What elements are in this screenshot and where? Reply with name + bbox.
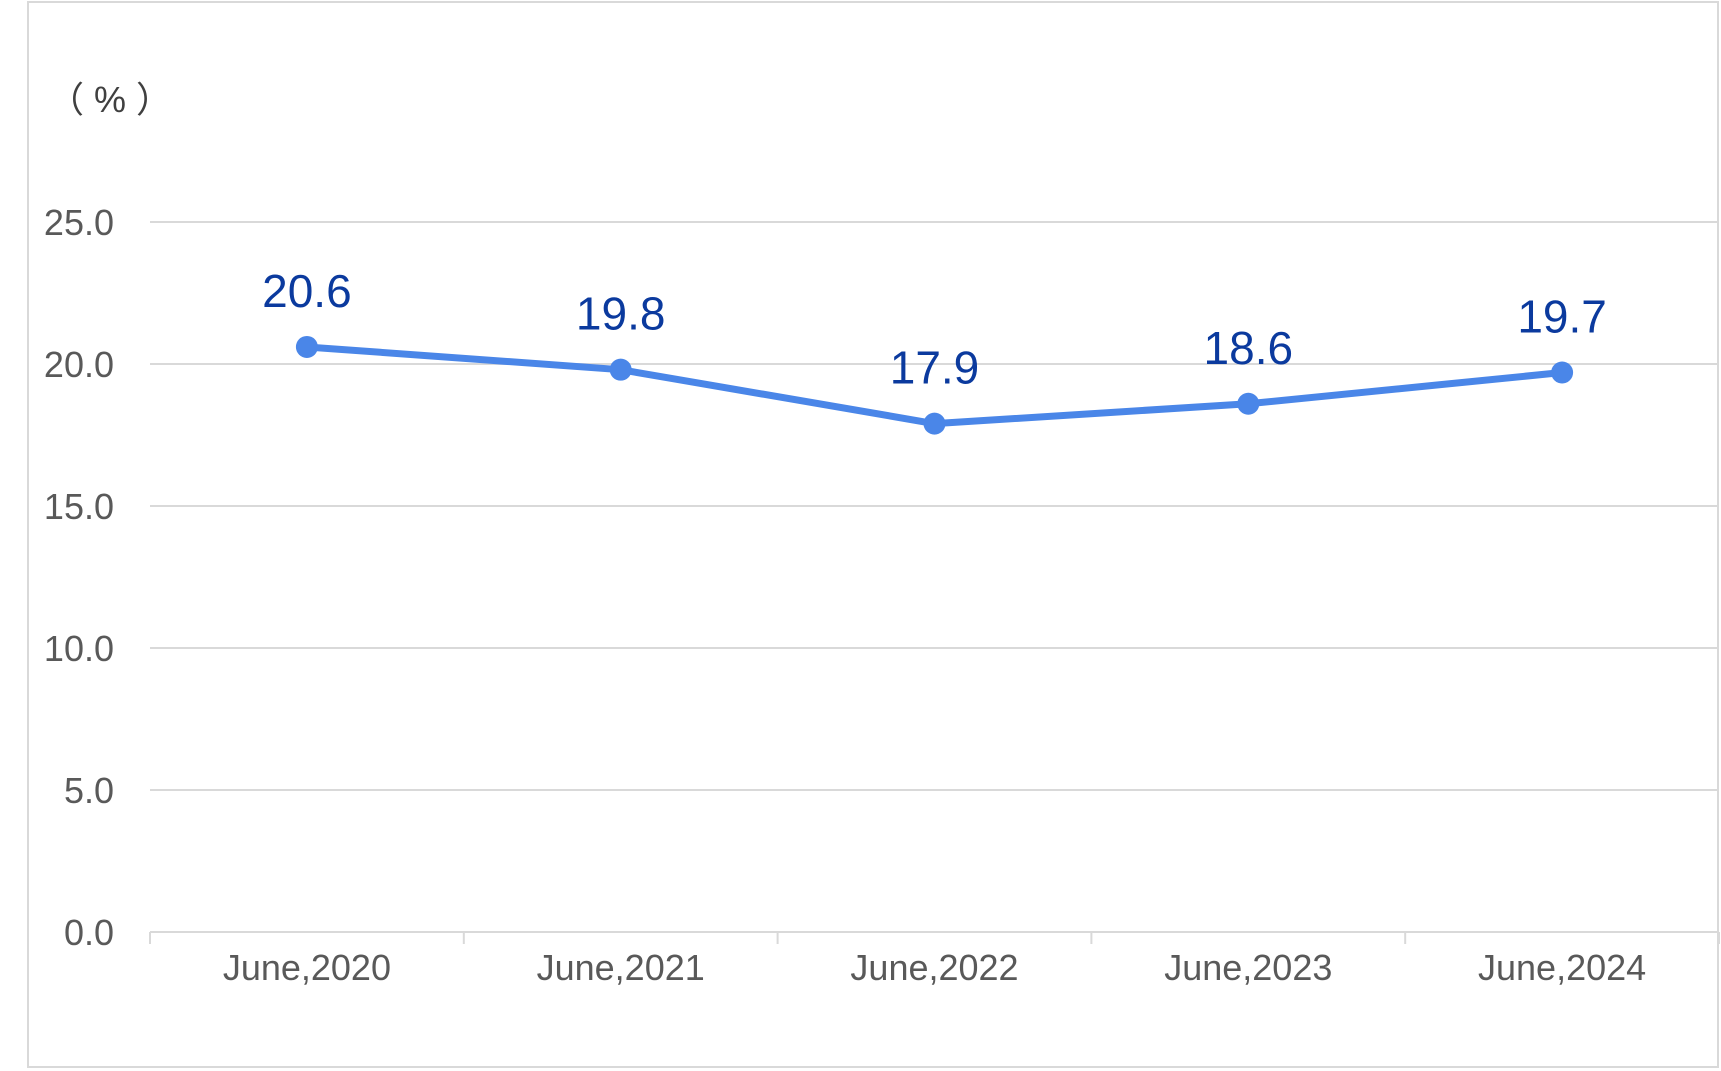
data-label: 19.7 (1517, 291, 1607, 343)
gridlines (150, 221, 1719, 791)
x-tick-label: June,2021 (537, 947, 705, 988)
x-axis: June,2020 June,2021 June,2022 June,2023 June… (149, 931, 1720, 988)
chart-frame (27, 1, 1719, 1068)
y-tick-label: 20.0 (44, 344, 114, 385)
x-tick-label: June,2020 (223, 947, 391, 988)
data-point (1237, 392, 1260, 415)
data-point (923, 412, 946, 435)
series-line-group (295, 335, 1574, 435)
x-tick-label: June,2023 (1164, 947, 1332, 988)
data-point (609, 358, 632, 381)
y-tick-label: 5.0 (64, 770, 114, 811)
data-point (295, 335, 318, 358)
data-label: 19.8 (576, 288, 666, 340)
x-tick-label: June,2024 (1478, 947, 1646, 988)
y-axis-unit-label: （ % ） (48, 79, 172, 120)
y-tick-label: 0.0 (64, 912, 114, 953)
y-tick-label: 15.0 (44, 486, 114, 527)
y-axis-ticks: 0.0 5.0 10.0 15.0 20.0 25.0 (44, 202, 114, 953)
y-tick-label: 10.0 (44, 628, 114, 669)
data-labels: 20.6 19.8 17.9 18.6 19.7 (262, 265, 1607, 394)
x-tick-label: June,2022 (850, 947, 1018, 988)
data-label: 18.6 (1204, 322, 1294, 374)
data-label: 17.9 (890, 342, 980, 394)
y-tick-label: 25.0 (44, 202, 114, 243)
data-label: 20.6 (262, 265, 352, 317)
data-point (1551, 361, 1574, 384)
